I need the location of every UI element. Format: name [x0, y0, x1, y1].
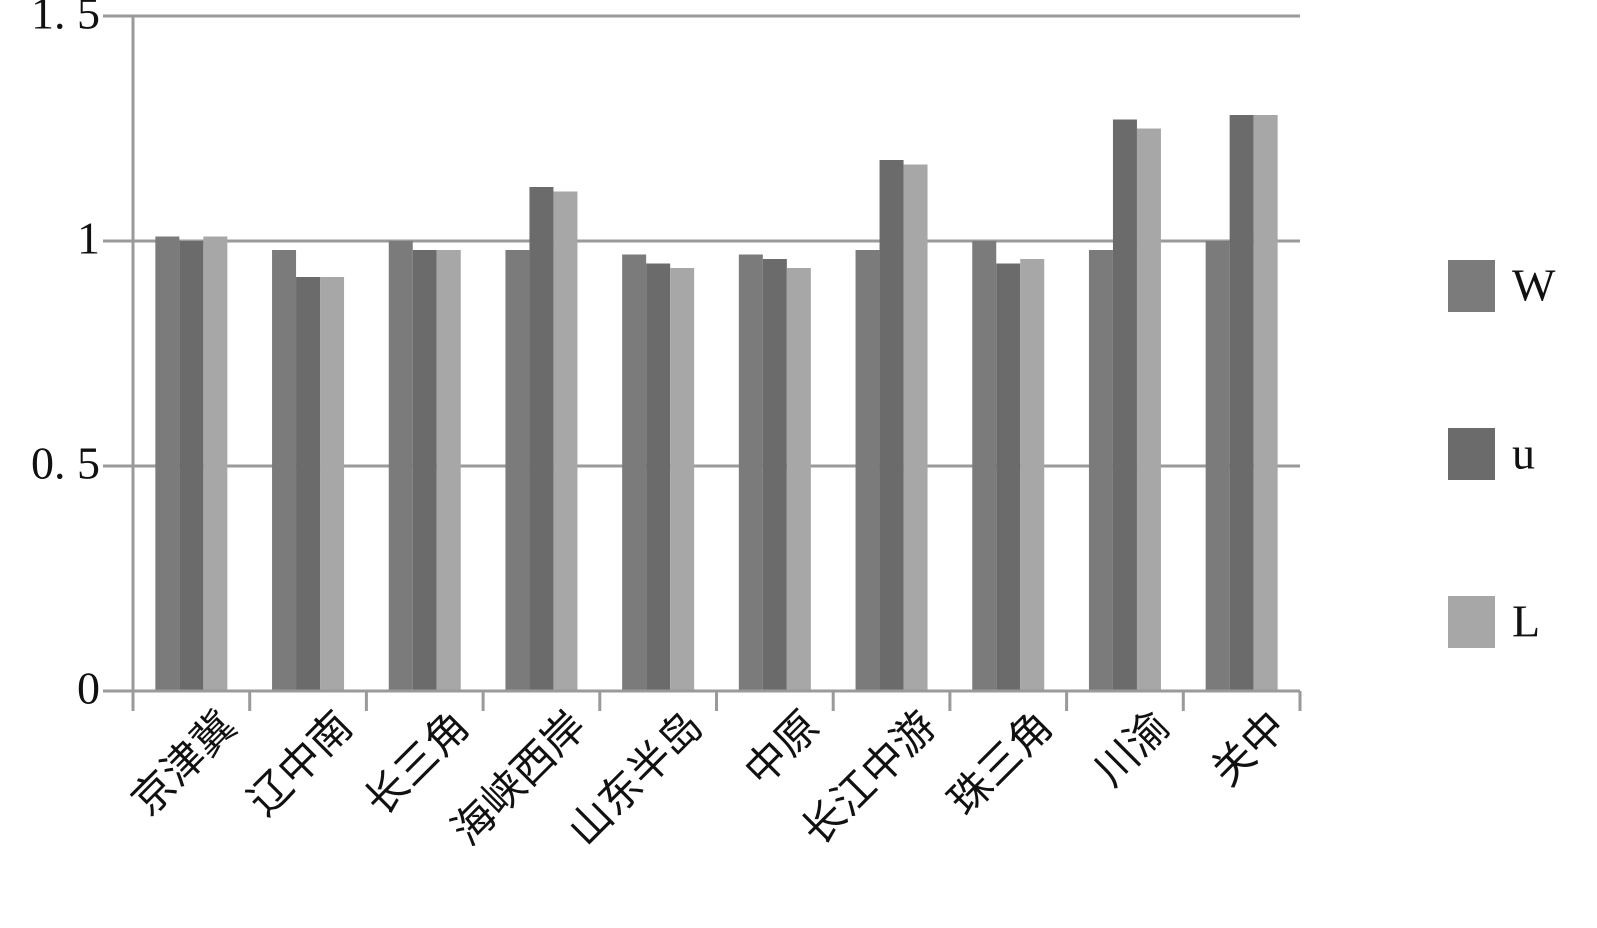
legend-swatch — [1448, 596, 1495, 648]
bar — [1020, 259, 1045, 691]
bar — [646, 263, 671, 691]
x-tick-label: 珠三角 — [941, 703, 1063, 825]
x-tick-label: 川渝 — [1087, 703, 1179, 795]
bar — [179, 241, 204, 691]
legend-label: L — [1512, 596, 1540, 647]
bar — [388, 241, 413, 691]
legend-label: W — [1512, 260, 1556, 311]
legend-swatch — [1448, 428, 1495, 480]
bar — [786, 268, 811, 691]
bar — [1229, 115, 1254, 691]
bar — [670, 268, 695, 691]
y-tick-label: 0 — [77, 663, 100, 714]
bar — [203, 236, 228, 691]
legend-swatch — [1448, 260, 1495, 312]
x-tick-label: 关中 — [1204, 703, 1296, 795]
bar — [320, 277, 345, 691]
bar — [972, 241, 997, 691]
x-tick-label: 京津冀 — [123, 703, 245, 825]
bar — [1253, 115, 1278, 691]
y-tick-label: 1. 5 — [31, 0, 100, 39]
y-tick-label: 0. 5 — [31, 438, 100, 489]
bar — [1205, 241, 1230, 691]
bar — [738, 254, 763, 691]
bar — [855, 250, 880, 691]
bar — [996, 263, 1021, 691]
bar — [272, 250, 297, 691]
bar — [155, 236, 180, 691]
bar — [436, 250, 461, 691]
bar — [529, 187, 554, 691]
bar — [296, 277, 321, 691]
bar — [762, 259, 787, 691]
x-tick-label: 辽中南 — [240, 703, 362, 825]
bar — [1136, 128, 1161, 691]
bar — [1088, 250, 1113, 691]
legend-label: u — [1512, 428, 1535, 479]
bar — [553, 191, 578, 691]
bar — [505, 250, 530, 691]
y-tick-label: 1 — [77, 213, 100, 264]
bar — [1112, 119, 1137, 691]
bar — [412, 250, 437, 691]
x-tick-label: 中原 — [737, 703, 829, 795]
bar — [622, 254, 647, 691]
bar — [879, 160, 904, 691]
bar — [903, 164, 928, 691]
